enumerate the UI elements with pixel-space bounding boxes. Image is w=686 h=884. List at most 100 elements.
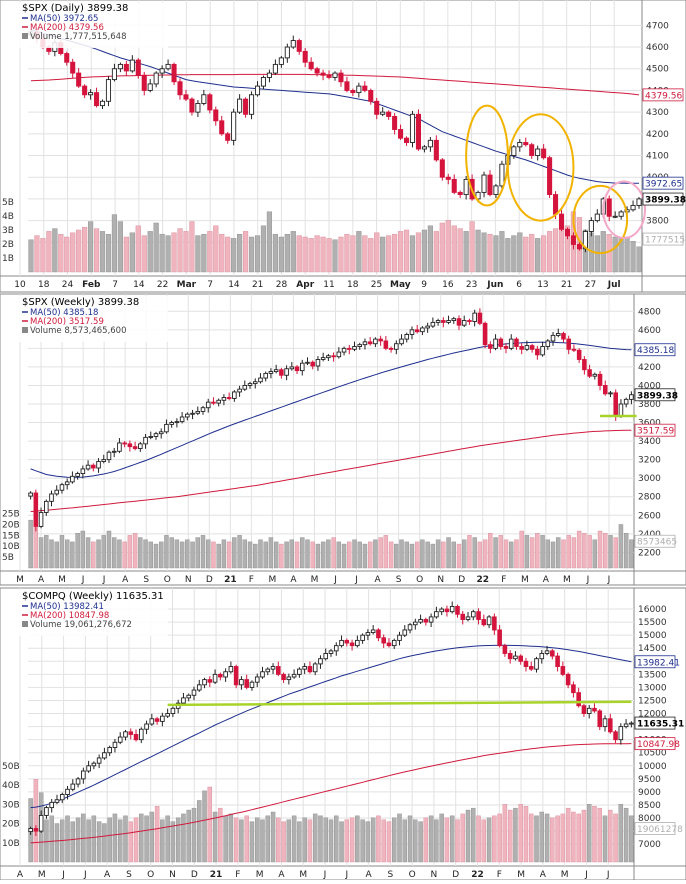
candle — [488, 344, 493, 349]
candle — [112, 741, 118, 748]
x-tick-label: 6 — [516, 280, 522, 290]
candle — [362, 341, 368, 346]
volume-bar — [147, 231, 153, 273]
volume-bar — [493, 235, 499, 273]
volume-bar — [629, 815, 634, 863]
x-tick-label: J — [102, 575, 106, 585]
x-tick-label: S — [126, 870, 132, 880]
volume-bar — [80, 530, 86, 569]
candle — [318, 658, 323, 665]
volume-bar — [349, 817, 355, 863]
y-tick-label: 4300 — [646, 108, 669, 118]
volume-bar — [471, 807, 476, 863]
volume-bar — [244, 815, 249, 863]
volume-tick-label: 15B — [2, 531, 20, 541]
candle — [550, 650, 555, 657]
candle — [299, 362, 305, 372]
volume-bar — [294, 541, 300, 569]
price-tag-box — [634, 737, 676, 751]
candle — [138, 443, 143, 449]
volume-bar — [183, 231, 189, 273]
candle — [463, 178, 469, 196]
candle — [117, 63, 123, 70]
volume-bar — [174, 539, 180, 569]
volume-bar — [402, 819, 408, 863]
legend-backdrop — [18, 590, 168, 636]
volume-bar — [200, 535, 206, 569]
volume-bar — [581, 809, 587, 863]
candle — [105, 79, 112, 102]
x-tick-label: 14 — [228, 280, 240, 290]
volume-tick-label: 2B — [2, 240, 14, 250]
candle — [291, 673, 297, 678]
candle — [158, 431, 164, 435]
candle — [289, 366, 295, 370]
volume-bar — [111, 537, 117, 569]
candle — [486, 616, 492, 626]
volume-bar — [362, 543, 368, 569]
volume-bar — [566, 535, 571, 569]
candle — [376, 629, 381, 639]
ma50-line — [30, 341, 632, 478]
candle — [630, 204, 636, 211]
volume-tick-label: 40B — [2, 781, 20, 791]
candle — [141, 74, 147, 91]
volume-bar — [427, 225, 433, 273]
x-tick-label: M — [58, 575, 66, 585]
candle — [212, 673, 218, 683]
volume-bar — [534, 815, 539, 863]
volume-bar — [105, 233, 112, 273]
volume-bar — [149, 811, 155, 863]
candle — [502, 645, 508, 654]
ma200-line — [30, 743, 632, 844]
candle — [111, 450, 117, 453]
x-tick-label: M — [16, 575, 24, 585]
candle — [226, 397, 232, 399]
x-tick-label: 11 — [323, 280, 334, 290]
volume-bar — [122, 541, 127, 569]
volume-bar — [497, 813, 502, 863]
candle — [492, 616, 497, 631]
volume-bar — [34, 235, 40, 273]
candle — [54, 489, 60, 495]
candle — [169, 422, 174, 425]
x-tick-label: 10 — [14, 280, 26, 290]
candle — [636, 198, 642, 206]
volume-bar — [481, 819, 487, 863]
candle — [75, 778, 81, 785]
volume-bar — [96, 821, 102, 863]
volume-bar — [46, 231, 52, 273]
candle — [428, 616, 434, 623]
volume-bar — [286, 819, 292, 863]
y-tick-label: 8000 — [638, 814, 661, 824]
volume-bar — [76, 229, 82, 273]
volume-bar — [310, 541, 315, 569]
volume-tick-label: 10B — [2, 839, 20, 849]
y-tick-label: 12000 — [638, 710, 667, 720]
candle — [576, 692, 581, 707]
volume-bar — [529, 233, 535, 273]
x-tick-label: F — [501, 575, 506, 585]
volume-bar — [106, 530, 112, 569]
volume-bar — [320, 541, 326, 569]
volume-bar — [430, 543, 436, 569]
candle — [373, 338, 378, 345]
x-tick-label: 7 — [207, 280, 213, 290]
candle — [592, 373, 598, 377]
candle — [244, 679, 249, 688]
x-tick-label: 13 — [537, 280, 548, 290]
candle — [127, 443, 133, 448]
candle — [613, 392, 618, 417]
volume-bar — [88, 221, 94, 273]
x-tick-label: 21 — [210, 870, 223, 880]
candle — [341, 347, 347, 353]
x-tick-label: A — [17, 870, 24, 880]
x-tick-label: 14 — [133, 280, 145, 290]
x-tick-label: J — [584, 870, 588, 880]
candle — [414, 329, 420, 333]
volume-bar — [624, 236, 630, 273]
candle — [493, 185, 499, 196]
candle — [268, 371, 274, 374]
candle — [430, 321, 436, 327]
